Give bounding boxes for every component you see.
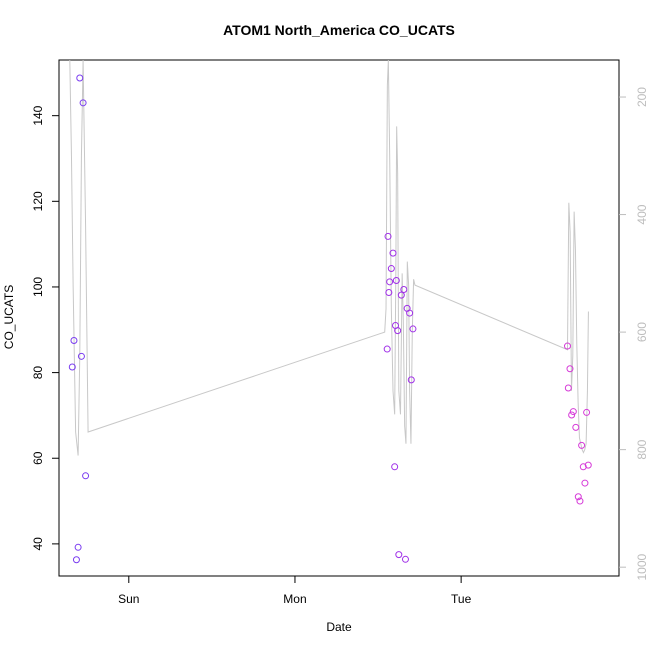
data-point <box>579 463 587 471</box>
data-point <box>77 352 85 360</box>
data-point <box>584 461 592 469</box>
data-point <box>401 555 409 563</box>
y-tick-label: 80 <box>31 366 45 380</box>
chart-title: ATOM1 North_America CO_UCATS <box>223 22 455 38</box>
data-point <box>76 74 84 82</box>
y-tick-label: 140 <box>31 105 45 125</box>
x-tick-label: Mon <box>283 592 306 606</box>
data-point <box>82 472 90 480</box>
right-tick-label: 200 <box>635 87 649 107</box>
data-point <box>70 336 78 344</box>
y-axis: 40 60 80 100 120 140 <box>31 105 59 551</box>
data-point <box>392 277 400 285</box>
right-tick-label: 800 <box>635 439 649 459</box>
y-tick-label: 60 <box>31 451 45 465</box>
data-points-layer <box>68 74 592 564</box>
data-point <box>389 249 397 257</box>
data-point <box>74 543 82 551</box>
y-tick-label: 40 <box>31 537 45 551</box>
data-point <box>394 327 402 335</box>
data-point <box>409 325 417 333</box>
data-point <box>400 286 408 294</box>
data-point <box>79 99 87 107</box>
data-point <box>386 278 394 286</box>
data-point <box>384 232 392 240</box>
data-point <box>564 384 572 392</box>
data-point <box>391 463 399 471</box>
right-axis: 200 400 600 800 1000 <box>619 87 649 581</box>
data-point <box>406 309 414 317</box>
data-point <box>569 408 577 416</box>
right-tick-label: 600 <box>635 322 649 342</box>
data-point <box>581 479 589 487</box>
data-point <box>566 365 574 373</box>
data-point <box>576 497 584 505</box>
data-point <box>387 265 395 273</box>
data-point <box>583 408 591 416</box>
plot-frame <box>58 59 620 577</box>
x-axis: Sun Mon Tue <box>118 576 472 606</box>
y-tick-label: 120 <box>31 191 45 211</box>
pressure-series-line <box>69 60 589 456</box>
x-tick-label: Tue <box>451 592 472 606</box>
right-tick-label: 400 <box>635 204 649 224</box>
y-tick-label: 100 <box>31 277 45 297</box>
data-point <box>72 556 80 564</box>
data-point <box>383 345 391 353</box>
x-axis-label: Date <box>326 620 352 634</box>
data-point <box>578 441 586 449</box>
data-point <box>574 493 582 501</box>
data-point <box>572 423 580 431</box>
data-point <box>407 376 415 384</box>
right-tick-label: 1000 <box>635 554 649 581</box>
y-axis-label: CO_UCATS <box>2 285 16 349</box>
data-point <box>385 289 393 297</box>
data-point <box>395 551 403 559</box>
data-point <box>68 363 76 371</box>
pressure-line-layer <box>69 60 589 456</box>
data-point <box>397 291 405 299</box>
data-point <box>563 342 571 350</box>
x-tick-label: Sun <box>118 592 139 606</box>
data-point <box>568 411 576 419</box>
